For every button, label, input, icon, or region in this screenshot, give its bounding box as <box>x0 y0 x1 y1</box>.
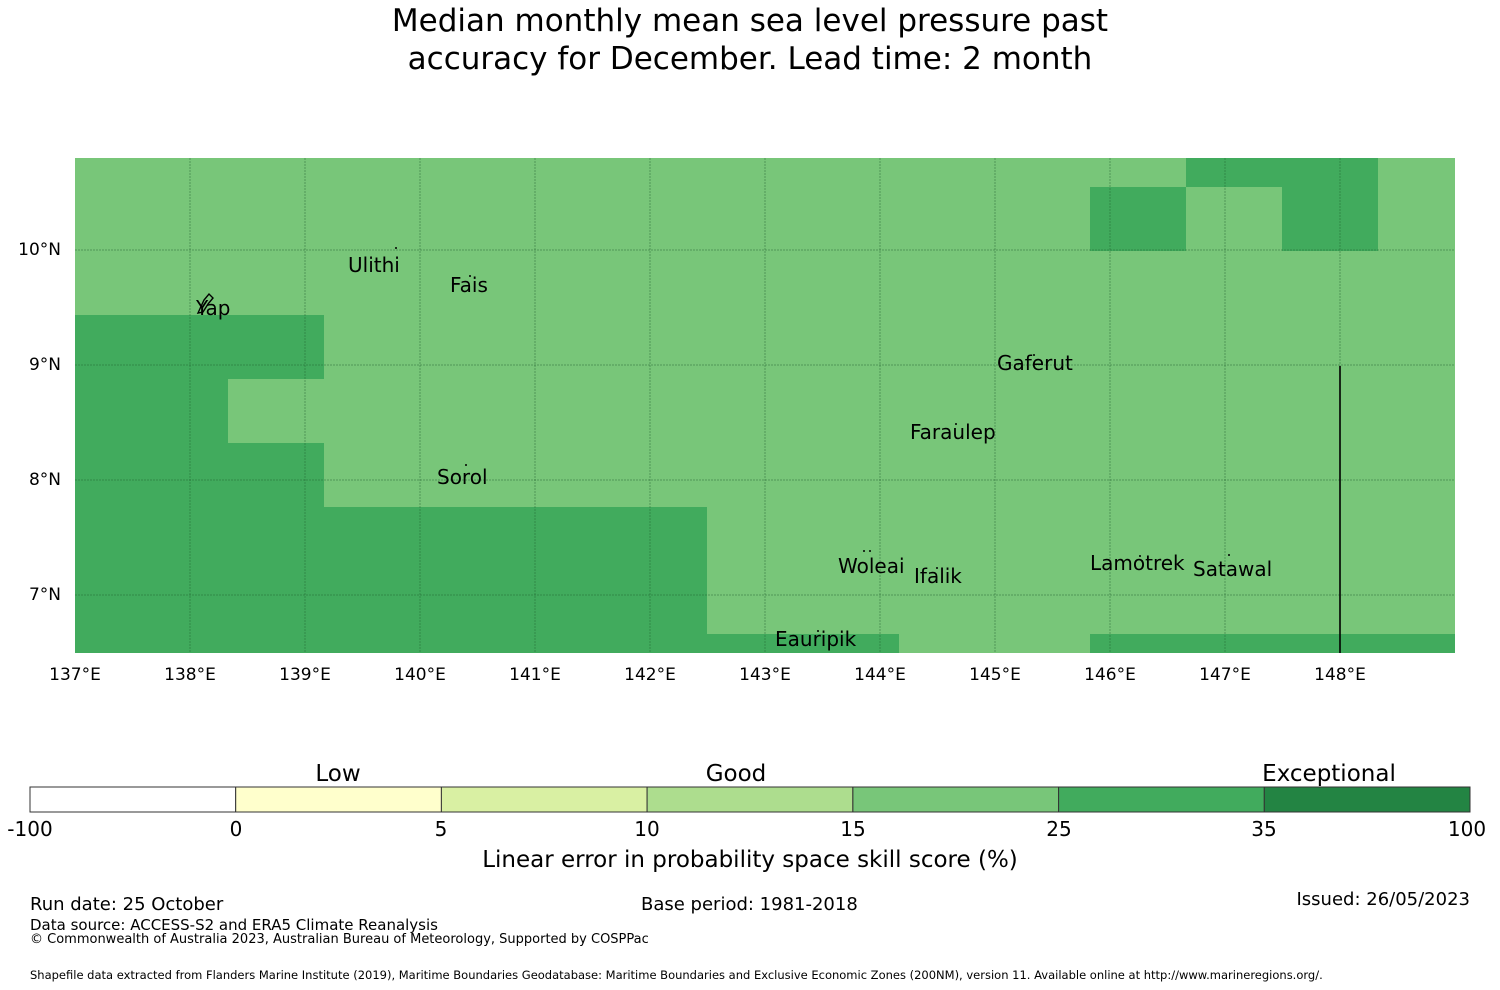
skill-region-west <box>75 315 707 653</box>
colorbar-tick-label: 35 <box>1251 817 1277 841</box>
legend-category-exceptional: Exceptional <box>1262 761 1396 787</box>
colorbar-title: Linear error in probability space skill … <box>482 847 1018 873</box>
woleai-dot-2 <box>869 550 871 552</box>
skill-region-south-2 <box>1090 634 1455 653</box>
lamotrek-dot <box>1139 555 1141 557</box>
place-label-ulithi: Ulithi <box>348 253 400 277</box>
x-tick-label: 137°E <box>49 665 101 685</box>
colorbar-segment-3 <box>440 786 648 813</box>
gridlines <box>75 158 1455 653</box>
island-markers <box>196 247 1230 632</box>
x-tick-label: 148°E <box>1314 665 1366 685</box>
fais-dot <box>469 275 471 277</box>
chart-title: Median monthly mean sea level pressure p… <box>0 2 1500 78</box>
title-line-2: accuracy for December. Lead time: 2 mont… <box>407 41 1093 77</box>
issued-date: Issued: 26/05/2023 <box>1296 889 1470 910</box>
skill-region-south-1 <box>707 634 899 653</box>
y-tick-label: 8°N <box>28 470 61 490</box>
yap-island-shape <box>196 292 214 314</box>
skill-region-dark <box>75 158 1455 653</box>
place-label-fais: Fais <box>450 273 488 297</box>
colorbar-segment-6 <box>1058 786 1265 813</box>
place-label-gaferut: Gaferut <box>997 351 1073 375</box>
skill-region-north-1 <box>1090 187 1186 251</box>
legend-category-good: Good <box>705 761 767 787</box>
colorbar-tick-label: 0 <box>229 817 243 841</box>
y-tick-label: 9°N <box>28 355 61 375</box>
place-label-satawal: Satawal <box>1193 557 1273 581</box>
x-tick-label: 143°E <box>739 665 791 685</box>
colorbar-tick-label: -100 <box>7 817 53 841</box>
woleai-dot-1 <box>863 550 865 552</box>
y-tick-label: 7°N <box>28 585 61 605</box>
x-tick-label: 144°E <box>854 665 906 685</box>
x-tick-label: 141°E <box>509 665 561 685</box>
y-tick-label: 10°N <box>18 240 61 260</box>
place-label-woleai: Woleai <box>838 554 905 578</box>
gaferut-dot <box>1033 354 1035 356</box>
colorbar-segment-2 <box>235 786 442 813</box>
colorbar-segment-4 <box>646 786 854 813</box>
x-tick-label: 140°E <box>394 665 446 685</box>
x-tick-label: 138°E <box>164 665 216 685</box>
x-tick-label: 139°E <box>279 665 331 685</box>
colorbar-tick-label: 15 <box>840 817 866 841</box>
colorbar-segment-7 <box>1263 786 1471 813</box>
copyright-notice: © Commonwealth of Australia 2023, Austra… <box>30 932 649 947</box>
x-tick-label: 146°E <box>1084 665 1136 685</box>
run-date: Run date: 25 October <box>30 894 224 915</box>
eauripik-dot <box>817 630 819 632</box>
colorbar <box>29 786 1471 813</box>
colorbar-tick-label: 25 <box>1046 817 1072 841</box>
x-tick-label: 142°E <box>624 665 676 685</box>
legend-category-low: Low <box>315 761 361 787</box>
place-label-sorol: Sorol <box>437 465 488 489</box>
place-label-lamotrek: Lamotrek <box>1090 551 1185 575</box>
ifalik-dot <box>936 567 938 569</box>
sorol-dot <box>465 464 467 466</box>
base-period: Base period: 1981-2018 <box>641 894 858 915</box>
place-label-yap: Yap <box>196 296 231 320</box>
shapefile-credit: Shapefile data extracted from Flanders M… <box>30 968 1323 982</box>
title-line-1: Median monthly mean sea level pressure p… <box>391 3 1109 39</box>
place-label-faraulep: Faraulep <box>910 420 996 444</box>
colorbar-tick-label: 5 <box>434 817 448 841</box>
colorbar-segment-5 <box>852 786 1060 813</box>
place-label-ifalik: Ifalik <box>914 564 962 588</box>
skill-region-north-3 <box>1282 187 1378 251</box>
data-source: Data source: ACCESS-S2 and ERA5 Climate … <box>30 916 438 934</box>
faraulep-dot <box>955 423 957 425</box>
skill-region-north-2 <box>1186 158 1378 187</box>
colorbar-tick-label: 100 <box>1447 817 1487 841</box>
ulithi-dot <box>395 247 397 249</box>
colorbar-tick-label: 10 <box>634 817 660 841</box>
satawal-dot <box>1228 554 1230 556</box>
place-label-eauripik: Eauripik <box>775 627 857 651</box>
x-tick-label: 147°E <box>1199 665 1251 685</box>
x-tick-label: 145°E <box>969 665 1021 685</box>
colorbar-segment-1 <box>29 786 237 813</box>
